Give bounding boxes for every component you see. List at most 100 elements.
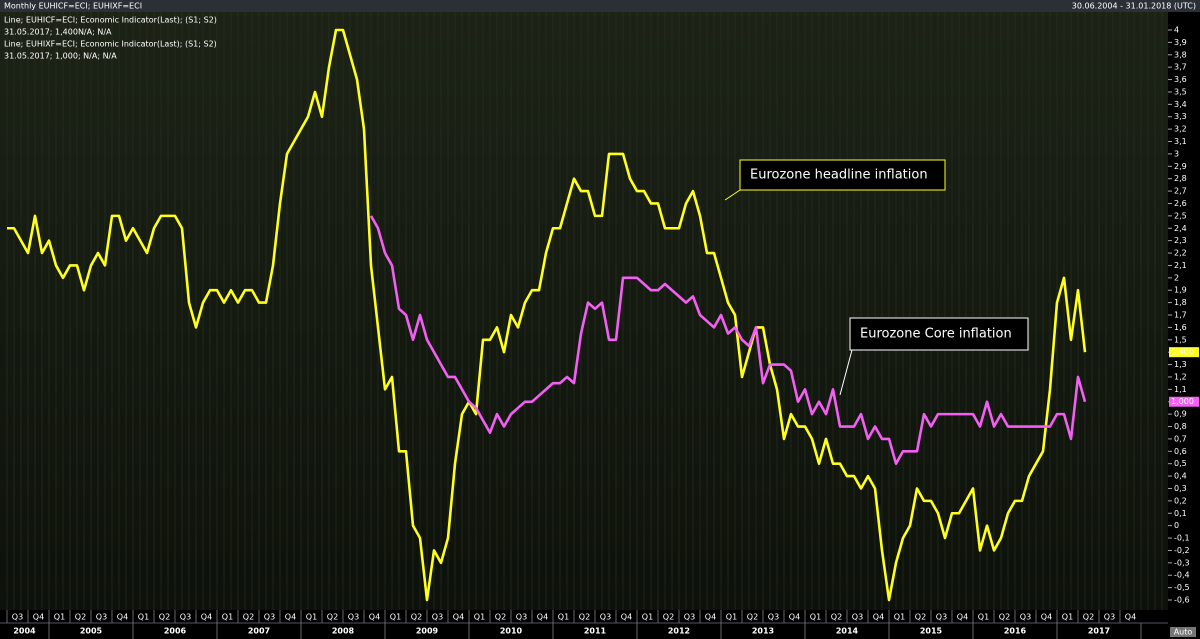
year-label: 2012	[668, 627, 690, 636]
series-line	[369, 215, 1087, 465]
last-value-badge	[1169, 396, 1199, 407]
header-bar	[0, 0, 1200, 12]
x-tick-label: Q2	[327, 613, 338, 622]
x-tick-label: Q2	[75, 613, 86, 622]
x-tick-label: Q3	[768, 613, 779, 622]
y-tick-label: 0,4	[1174, 472, 1187, 481]
year-label: 2013	[752, 627, 774, 636]
y-tick-label: 1,3	[1174, 360, 1187, 369]
year-label: 2011	[584, 627, 607, 636]
annotation-leader	[839, 349, 853, 396]
year-label: 2005	[80, 627, 103, 636]
x-tick-label: Q4	[537, 613, 548, 622]
y-tick-label: 1,6	[1174, 323, 1187, 332]
year-label: 2014	[836, 627, 859, 636]
x-tick-label: Q4	[1125, 613, 1136, 622]
x-tick-label: Q4	[621, 613, 632, 622]
x-tick-label: Q2	[579, 613, 590, 622]
year-label: 2008	[332, 627, 355, 636]
y-tick-label: 3,4	[1174, 100, 1187, 109]
chart-title: Monthly EUHICF=ECI; EUHIXF=ECI	[4, 2, 142, 11]
auto-button[interactable]	[1170, 627, 1196, 637]
legend-entry: Line; EUHIXF=ECI; Economic Indicator(Las…	[4, 40, 217, 49]
x-tick-label: Q2	[1083, 613, 1094, 622]
x-tick-label: Q4	[453, 613, 464, 622]
x-tick-label: Q2	[411, 613, 422, 622]
x-tick-label: Q4	[873, 613, 884, 622]
legend-value: 31.05.2017; 1,400N/A; N/A	[4, 28, 112, 37]
y-tick-label: 0,6	[1174, 447, 1187, 456]
x-tick-label: Q2	[243, 613, 254, 622]
x-tick-label: Q3	[600, 613, 611, 622]
year-label: 2004	[13, 627, 36, 636]
x-tick-label: Q4	[1041, 613, 1052, 622]
x-tick-label: Q4	[789, 613, 800, 622]
y-tick-label: 1,5	[1174, 335, 1187, 344]
legend-value: 31.05.2017; 1,000; N/A; N/A	[4, 52, 117, 61]
year-label: 2010	[500, 627, 523, 636]
x-tick-label: Q1	[474, 613, 485, 622]
x-tick-label: Q3	[180, 613, 191, 622]
x-tick-label: Q4	[705, 613, 716, 622]
x-tick-label: Q3	[516, 613, 527, 622]
y-tick-label: 2,1	[1174, 261, 1187, 270]
x-axis-area	[0, 610, 1200, 639]
x-tick-label: Q3	[852, 613, 863, 622]
legend-entry: Line; EUHICF=ECI; Economic Indicator(Las…	[4, 16, 217, 25]
year-label: 2016	[1004, 627, 1027, 636]
y-tick-label: 2,4	[1174, 224, 1187, 233]
year-label: 2006	[164, 627, 187, 636]
y-tick-label: -0,6	[1174, 596, 1190, 605]
x-tick-label: Q1	[54, 613, 65, 622]
x-tick-label: Q3	[684, 613, 695, 622]
y-tick-label: 3,1	[1174, 137, 1187, 146]
annotation-text: Eurozone Core inflation	[860, 327, 1012, 342]
y-tick-label: 3,5	[1174, 87, 1187, 96]
y-tick-label: 3,7	[1174, 63, 1187, 72]
y-tick-label: 2,7	[1174, 187, 1187, 196]
x-tick-label: Q3	[936, 613, 947, 622]
x-tick-label: Q1	[558, 613, 569, 622]
x-tick-label: Q4	[285, 613, 296, 622]
lines	[7, 28, 1087, 602]
y-tick-label: 0,9	[1174, 410, 1187, 419]
y-tick-label: 0	[1174, 521, 1179, 530]
x-tick-label: Q2	[495, 613, 506, 622]
x-tick-label: Q3	[432, 613, 443, 622]
y-tick-label: 1,2	[1174, 372, 1187, 381]
year-label: 2009	[416, 627, 439, 636]
y-tick-label: -0,3	[1174, 558, 1190, 567]
y-tick-label: 1,7	[1174, 311, 1187, 320]
auto-button-label[interactable]: Auto	[1174, 628, 1193, 637]
x-tick-label: Q1	[894, 613, 905, 622]
x-tick-label: Q4	[369, 613, 380, 622]
plot-area	[0, 12, 1168, 610]
y-tick-label: 1,9	[1174, 286, 1187, 295]
y-tick-label: 0,8	[1174, 422, 1187, 431]
y-tick-label: 3,9	[1174, 38, 1187, 47]
y-tick-label: 2	[1174, 273, 1179, 282]
last-value-badge	[1169, 347, 1199, 358]
y-tick-label: 0,1	[1174, 509, 1187, 518]
y-tick-label: -0,2	[1174, 546, 1190, 555]
y-tick-label: 2,6	[1174, 199, 1187, 208]
y-tick-label: 3	[1174, 149, 1179, 158]
x-tick-label: Q2	[663, 613, 674, 622]
y-tick-label: 3,3	[1174, 112, 1187, 121]
y-tick-label: 4	[1174, 26, 1179, 35]
x-tick-label: Q4	[957, 613, 968, 622]
annotation-box	[849, 317, 1029, 351]
last-value-label: 1,400	[1171, 348, 1194, 357]
y-tick-label: 3,6	[1174, 75, 1187, 84]
y-tick-label: 2,8	[1174, 174, 1187, 183]
y-tick-label: 2,9	[1174, 162, 1187, 171]
x-tick-label: Q3	[12, 613, 23, 622]
x-tick-label: Q4	[33, 613, 44, 622]
x-tick-label: Q1	[390, 613, 401, 622]
x-tick-label: Q1	[306, 613, 317, 622]
y-tick-label: 0,7	[1174, 434, 1187, 443]
x-tick-label: Q3	[264, 613, 275, 622]
last-value-label: 1,000	[1171, 397, 1194, 406]
y-axis-area	[1168, 12, 1200, 610]
